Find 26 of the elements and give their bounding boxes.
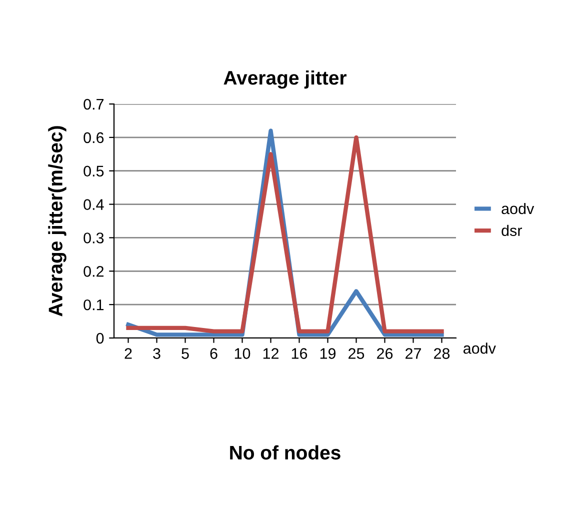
x-tick-label: 12 [263,348,278,359]
legend-label: aodv [502,202,534,214]
x-tick-label: 26 [377,348,393,359]
x-tick-label: 6 [210,348,218,359]
y-tick-label: 0.2 [84,266,104,277]
x-tick-label: 27 [406,348,421,359]
x-tick-label: 2 [124,348,132,359]
y-tick-label: 0.1 [84,299,104,310]
x-tick-label: 19 [320,348,336,359]
y-tick-label: 0.5 [84,166,104,177]
x-tick-label: 10 [234,348,250,359]
x-tick-label: 16 [292,348,308,359]
x-tick-label: 25 [348,348,364,359]
x-axis-title: No of nodes [230,445,340,460]
legend-label: dsr [502,224,522,236]
y-tick-label: 0.4 [84,199,104,210]
x-tick-label: 5 [182,348,189,359]
x-tick-label: 3 [153,348,160,359]
y-tick-label: 0 [96,332,104,344]
text: aodv [463,342,496,354]
y-tick-label: 0.6 [84,132,104,144]
chart-title: Average jitter [224,70,346,89]
y-tick-label: 0.7 [84,98,104,110]
x-tick-label: 28 [434,348,450,359]
y-axis-title: Average jitter(m/sec) [48,126,66,316]
y-tick-label: 0.3 [84,232,104,244]
